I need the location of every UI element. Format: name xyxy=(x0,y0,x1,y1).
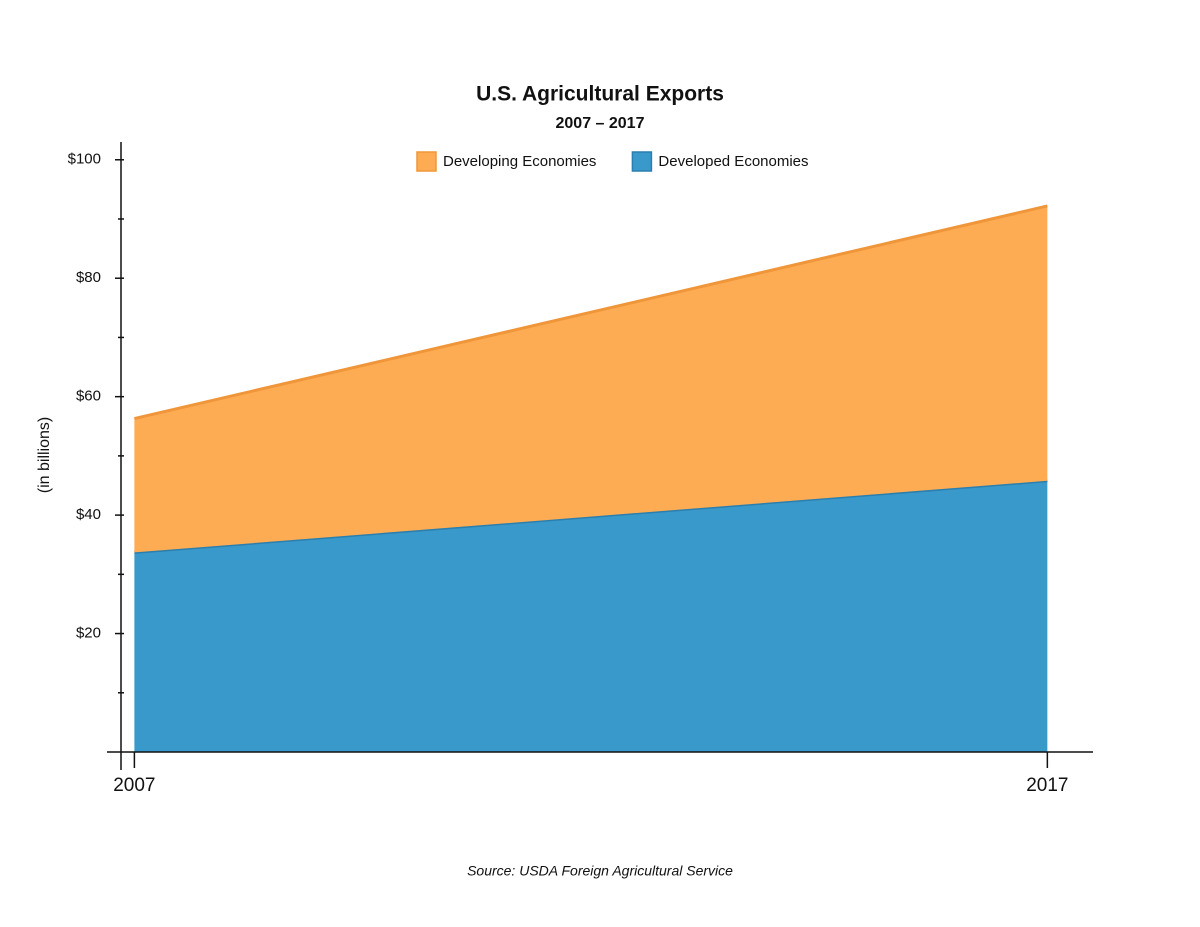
chart-title: U.S. Agricultural Exports xyxy=(476,83,724,106)
y-tick-label: $60 xyxy=(76,388,101,405)
legend-swatch xyxy=(416,151,437,172)
y-tick-label: $80 xyxy=(76,269,101,286)
y-axis-label: (in billions) xyxy=(36,417,53,493)
x-tick-label: 2017 xyxy=(1026,775,1068,796)
legend-swatch xyxy=(631,151,653,172)
y-tick-label: $40 xyxy=(76,506,101,523)
y-tick-label: $20 xyxy=(76,625,101,642)
x-tick-label: 2007 xyxy=(113,775,155,796)
area xyxy=(134,205,1048,553)
source-note: Source: USDA Foreign Agricultural Servic… xyxy=(467,863,733,879)
legend-label: Developed Economies xyxy=(658,153,808,170)
y-tick-label: $100 xyxy=(68,151,101,168)
area-edge xyxy=(134,204,1048,421)
chart-subtitle: 2007 – 2017 xyxy=(556,115,645,132)
area xyxy=(134,480,1048,752)
legend-label: Developing Economies xyxy=(443,153,596,170)
